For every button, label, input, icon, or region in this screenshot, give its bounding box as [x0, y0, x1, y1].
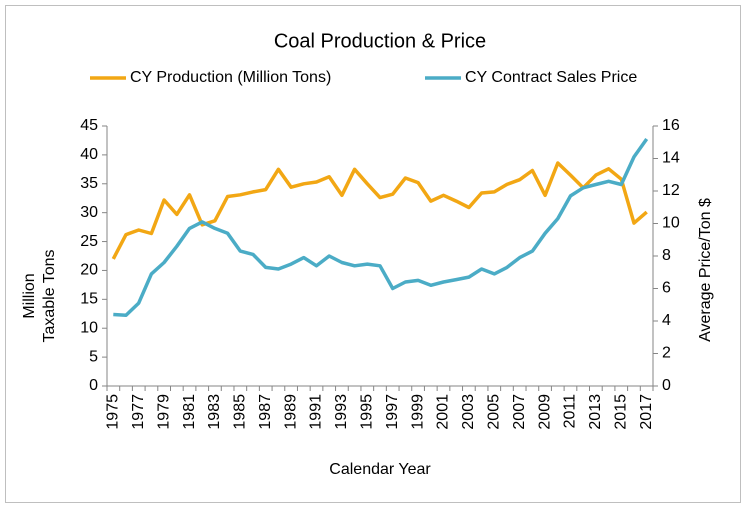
legend-label: CY Production (Million Tons): [130, 69, 331, 86]
y-axis-title: Million: [21, 273, 38, 318]
y-tick-label: 30: [80, 204, 98, 221]
y-tick-label: 15: [80, 291, 98, 308]
y-axis-title: Taxable Tons: [41, 249, 58, 342]
x-tick-label: 1995: [359, 394, 376, 430]
y2-tick-label: 0: [662, 377, 671, 394]
legend-label: CY Contract Sales Price: [465, 69, 637, 86]
y-tick-label: 0: [89, 377, 98, 394]
x-tick-label: 1983: [206, 394, 223, 430]
y2-tick-label: 14: [662, 150, 680, 167]
x-tick-label: 1975: [105, 394, 122, 430]
y2-tick-label: 6: [662, 280, 671, 297]
y-tick-label: 35: [80, 175, 98, 192]
y2-tick-label: 16: [662, 117, 680, 134]
y2-tick-label: 10: [662, 215, 680, 232]
x-tick-label: 2013: [587, 394, 604, 430]
y-tick-label: 25: [80, 233, 98, 250]
x-tick-label: 2017: [638, 394, 655, 430]
x-tick-label: 1981: [181, 394, 198, 430]
y2-tick-label: 4: [662, 312, 671, 329]
x-tick-label: 1979: [155, 394, 172, 430]
x-tick-label: 2009: [536, 394, 553, 430]
x-tick-label: 2005: [485, 394, 502, 430]
x-tick-label: 2015: [612, 394, 629, 430]
y-tick-label: 45: [80, 117, 98, 134]
x-tick-label: 2011: [562, 394, 579, 429]
x-tick-label: 1989: [282, 394, 299, 430]
series-line: [111, 161, 648, 260]
chart-frame: [5, 5, 741, 503]
x-tick-label: 1985: [232, 394, 249, 430]
chart-title: Coal Production & Price: [274, 30, 486, 52]
y-tick-label: 40: [80, 146, 98, 163]
x-tick-label: 2007: [511, 394, 528, 430]
y2-tick-label: 2: [662, 345, 671, 362]
y-tick-label: 20: [80, 262, 98, 279]
x-tick-label: 2003: [460, 394, 477, 430]
x-tick-label: 1997: [384, 394, 401, 430]
y2-tick-label: 12: [662, 182, 680, 199]
x-tick-label: 1993: [333, 394, 350, 430]
y-tick-label: 5: [89, 348, 98, 365]
x-tick-label: 1999: [409, 394, 426, 430]
x-axis-title: Calendar Year: [329, 461, 431, 478]
x-tick-label: 1991: [308, 394, 325, 430]
x-tick-label: 2001: [435, 394, 452, 430]
series-line: [113, 137, 649, 318]
y2-axis-title: Average Price/Ton $: [697, 198, 714, 342]
x-tick-label: 1987: [257, 394, 274, 430]
y-tick-label: 10: [80, 319, 98, 336]
y2-tick-label: 8: [662, 247, 671, 264]
x-tick-label: 1977: [130, 394, 147, 430]
